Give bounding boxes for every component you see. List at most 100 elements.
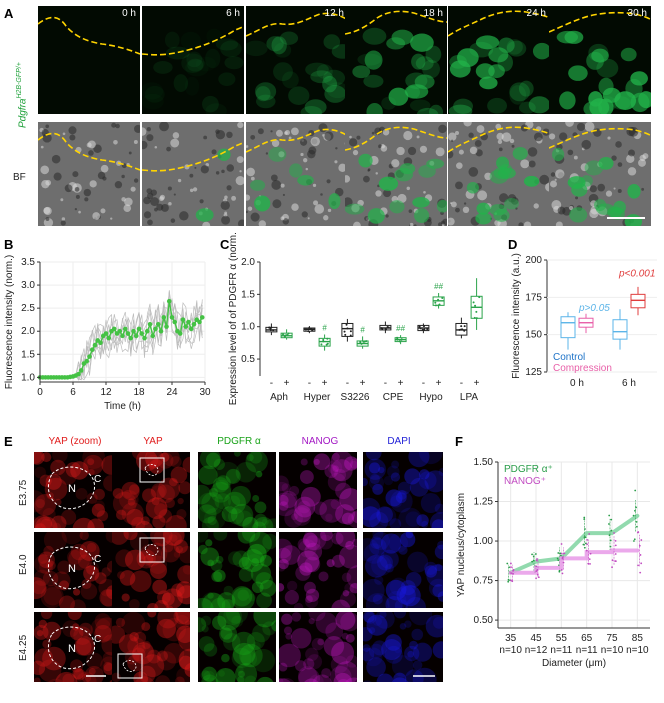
stain-texture [394,647,401,654]
cell-texture [451,139,454,142]
stain-texture [331,554,345,568]
gfp-nucleus [181,53,205,73]
sub-label: + [436,378,442,389]
stain-texture [81,579,92,590]
stain-texture [404,645,420,662]
stain-texture [73,626,92,645]
stain-texture [34,490,46,513]
cell-texture [167,186,172,191]
data-point [589,552,592,555]
cytoplasm-label: C [94,634,101,645]
stain-texture [351,510,357,524]
stain-texture [146,602,159,608]
stain-texture [131,516,146,528]
data-point [614,560,617,563]
stain-texture [293,602,304,608]
gfp-nucleus [273,62,293,82]
cell-texture [246,167,255,177]
stain-texture [304,542,323,561]
cell-texture [349,135,352,139]
n-label: n=10 [601,645,624,656]
cell-texture [265,152,269,155]
mean-point [89,347,95,352]
nucleus-outline-small [122,660,137,672]
gfp-nucleus [187,58,204,72]
cell-texture [555,221,563,226]
row-label-e40: E4.0 [18,554,29,575]
stain-texture [67,612,82,621]
stain-texture [34,577,47,600]
cell-texture [124,197,133,207]
time-label: 12 h [324,8,344,19]
cell-texture [258,220,267,226]
stain-texture [112,625,126,644]
stain-texture [155,675,171,682]
stain-texture [156,618,176,639]
stain-texture [153,532,171,547]
gfp-nucleus [218,72,236,86]
stain-texture [418,471,437,490]
cell-texture [581,139,592,150]
cell-texture [168,201,172,206]
embryo-boundary [38,132,140,171]
data-point [531,553,533,556]
stain-texture [162,617,187,642]
cell-texture [407,146,417,156]
cell-texture [409,222,414,226]
gfp-nucleus [316,64,333,79]
stain-texture [363,537,380,562]
data-point [474,304,477,307]
stain-texture [434,563,443,572]
stain-texture [34,493,57,516]
stain-texture [50,515,67,528]
nucleus-outline [48,466,96,510]
stain-texture [297,550,320,573]
cell-texture [146,188,153,194]
stain-texture [46,560,56,571]
data-point [418,325,421,328]
sub-label: - [270,378,273,389]
stain-texture [150,532,173,547]
sub-label: + [398,378,404,389]
x-tick-label: 75 [606,633,618,644]
cell-texture [353,221,361,226]
stain-texture [262,518,276,528]
stain-texture [341,512,355,525]
sub-label: + [284,378,290,389]
gfp-overlay-cell [268,147,287,162]
gfp-nucleus [305,62,329,77]
cell-texture [423,190,426,194]
stain-texture [66,549,82,565]
cell-texture [270,130,273,133]
stain-texture [346,565,357,589]
gfp-nucleus [322,75,338,93]
stain-texture [136,452,158,472]
data-point [434,304,437,307]
cytoplasm-label: C [94,474,101,485]
panel-e-label: E [4,434,13,449]
data-point [325,343,328,346]
stain-texture [429,512,443,528]
cell-texture [75,194,80,199]
stain-texture [215,475,231,491]
stain-texture [340,612,357,632]
stain-texture [327,460,343,475]
stain-texture [171,583,185,597]
stain-texture [151,497,160,506]
stain-texture [363,680,372,682]
cell-texture [551,200,562,210]
stain-texture [106,560,112,573]
data-point [586,539,589,541]
nucleus-outline-small [144,544,159,556]
data-point [563,552,566,555]
stain-texture [399,585,421,607]
cell-texture [305,167,309,171]
stain-texture [103,475,112,492]
stain-texture [330,655,349,674]
stain-texture [99,589,112,607]
stain-texture [299,562,313,576]
stain-texture [279,563,286,572]
p-value-compression: p<0.001 [618,268,655,279]
stain-texture [150,562,168,580]
